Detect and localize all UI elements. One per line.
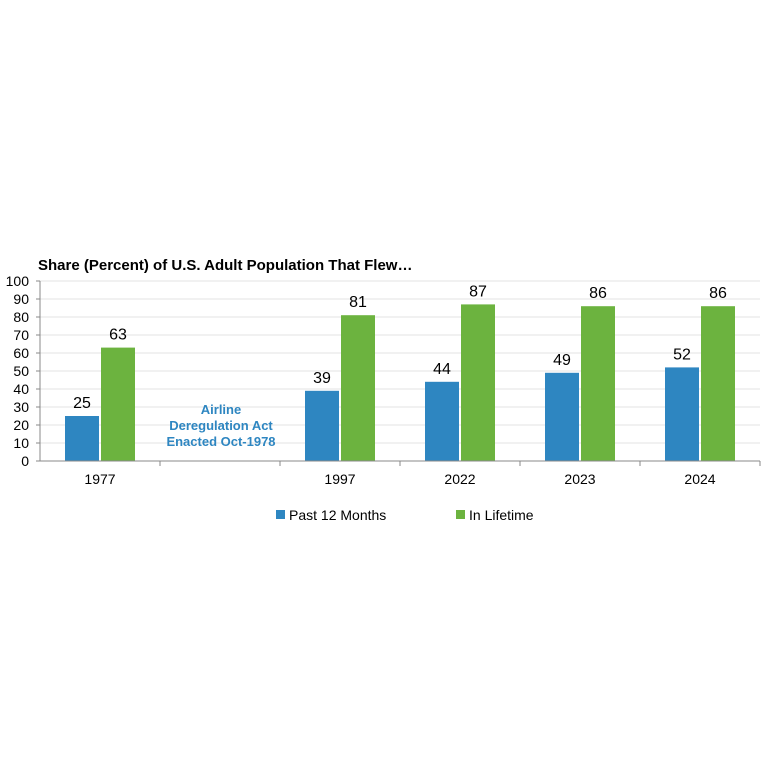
legend-label: In Lifetime	[469, 507, 534, 523]
x-tick-label: 2024	[684, 471, 715, 487]
y-tick-label: 30	[13, 399, 29, 415]
y-tick-label: 60	[13, 345, 29, 361]
y-axis: 0 10 20 30 40 50 60 70 80 90 100	[6, 273, 41, 469]
data-label: 44	[433, 361, 451, 378]
annotation-line: Airline	[201, 402, 241, 417]
y-tick-label: 10	[13, 435, 29, 451]
data-labels: 25 63 39 81 44 87 49 86 52 86	[73, 283, 727, 412]
bar-in-lifetime-2022	[461, 304, 495, 461]
bar-past-12-months-1977	[65, 416, 99, 461]
legend-swatch-in-lifetime	[456, 510, 465, 519]
annotation-line: Enacted Oct-1978	[166, 434, 275, 449]
y-tick-label: 90	[13, 291, 29, 307]
data-label: 86	[709, 285, 727, 302]
y-tick-label: 20	[13, 417, 29, 433]
data-label: 39	[313, 370, 331, 387]
bar-in-lifetime-1997	[341, 315, 375, 461]
data-label: 87	[469, 283, 487, 300]
grid	[40, 280, 760, 444]
data-label: 52	[673, 346, 691, 363]
data-label: 63	[109, 327, 127, 344]
bar-past-12-months-2023	[545, 372, 579, 461]
chart-title: Share (Percent) of U.S. Adult Population…	[38, 257, 412, 274]
bar-past-12-months-2022	[425, 381, 459, 461]
data-label: 49	[553, 352, 571, 369]
y-tick-label: 50	[13, 363, 29, 379]
x-tick-label: 1997	[324, 471, 355, 487]
bars	[65, 304, 735, 461]
y-tick-label: 0	[21, 453, 29, 469]
legend-label: Past 12 Months	[289, 507, 386, 523]
data-label: 86	[589, 285, 607, 302]
bar-in-lifetime-1977	[101, 347, 135, 461]
legend-swatch-past-12-months	[276, 510, 285, 519]
bar-in-lifetime-2024	[701, 306, 735, 461]
x-tick-label: 2023	[564, 471, 595, 487]
data-label: 25	[73, 395, 91, 412]
bar-in-lifetime-2023	[581, 306, 615, 461]
x-tick-label: 1977	[84, 471, 115, 487]
y-tick-label: 40	[13, 381, 29, 397]
legend: Past 12 Months In Lifetime	[276, 507, 534, 523]
bar-past-12-months-2024	[665, 367, 699, 461]
annotation-line: Deregulation Act	[169, 418, 273, 433]
x-axis: 1977 1997 2022 2023 2024	[40, 460, 761, 487]
data-label: 81	[349, 294, 367, 311]
x-tick-label: 2022	[444, 471, 475, 487]
y-tick-label: 80	[13, 309, 29, 325]
y-tick-label: 100	[6, 273, 30, 289]
bar-past-12-months-1997	[305, 390, 339, 461]
y-tick-label: 70	[13, 327, 29, 343]
